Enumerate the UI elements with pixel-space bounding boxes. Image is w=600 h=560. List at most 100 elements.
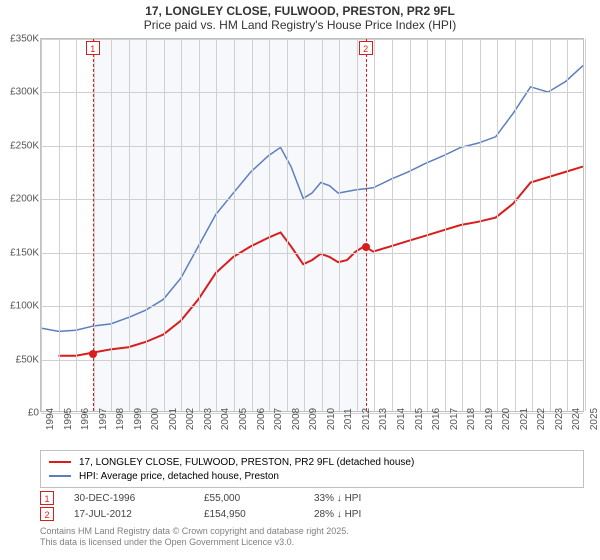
x-tick-label: 1996 <box>80 408 91 430</box>
x-tick-label: 2001 <box>168 408 179 430</box>
legend-label: HPI: Average price, detached house, Pres… <box>79 471 279 482</box>
gridline-h <box>41 253 583 254</box>
chart-container: 17, LONGLEY CLOSE, FULWOOD, PRESTON, PR2… <box>0 0 600 560</box>
gridline-v <box>532 39 533 411</box>
x-tick-label: 2013 <box>378 408 389 430</box>
gridline-h <box>41 199 583 200</box>
sale-row: 2 17-JUL-2012 £154,950 28% ↓ HPI <box>40 506 584 522</box>
x-tick-label: 2016 <box>431 408 442 430</box>
x-tick-label: 2008 <box>291 408 302 430</box>
gridline-v <box>146 39 147 411</box>
gridline-v <box>234 39 235 411</box>
gridline-v <box>216 39 217 411</box>
sale-price: £55,000 <box>204 493 294 504</box>
title-block: 17, LONGLEY CLOSE, FULWOOD, PRESTON, PR2… <box>0 0 600 32</box>
gridline-v <box>567 39 568 411</box>
gridline-v <box>445 39 446 411</box>
x-tick-label: 2022 <box>536 408 547 430</box>
sale-marker-dot <box>362 243 370 251</box>
gridline-v <box>164 39 165 411</box>
sale-relative: 33% ↓ HPI <box>314 493 404 504</box>
sales-table: 1 30-DEC-1996 £55,000 33% ↓ HPI 2 17-JUL… <box>40 490 584 522</box>
gridline-h <box>41 92 583 93</box>
x-tick-label: 2010 <box>326 408 337 430</box>
series-property <box>58 167 583 356</box>
chart-area: £0£50K£100K£150K£200K£250K£300K£350K1994… <box>40 38 584 412</box>
x-tick-label: 2005 <box>238 408 249 430</box>
x-tick-label: 2002 <box>185 408 196 430</box>
gridline-h <box>41 360 583 361</box>
x-tick-label: 2004 <box>220 408 231 430</box>
gridline-h <box>41 146 583 147</box>
gridline-v <box>585 39 586 411</box>
legend-row: 17, LONGLEY CLOSE, FULWOOD, PRESTON, PR2… <box>49 455 575 469</box>
gridline-v <box>462 39 463 411</box>
y-tick-label: £0 <box>1 408 39 419</box>
x-tick-label: 2003 <box>203 408 214 430</box>
sale-date: 30-DEC-1996 <box>74 493 184 504</box>
y-tick-label: £350K <box>1 34 39 45</box>
y-tick-label: £150K <box>1 247 39 258</box>
footer-line: This data is licensed under the Open Gov… <box>40 537 349 548</box>
gridline-h <box>41 39 583 40</box>
gridline-v <box>497 39 498 411</box>
gridline-v <box>392 39 393 411</box>
x-tick-label: 2006 <box>256 408 267 430</box>
footer-line: Contains HM Land Registry data © Crown c… <box>40 526 349 537</box>
x-tick-label: 2011 <box>343 408 354 430</box>
x-tick-label: 2012 <box>361 408 372 430</box>
y-tick-label: £200K <box>1 194 39 205</box>
sale-date: 17-JUL-2012 <box>74 509 184 520</box>
legend-swatch <box>49 475 71 477</box>
gridline-v <box>269 39 270 411</box>
gridline-v <box>550 39 551 411</box>
sale-row: 1 30-DEC-1996 £55,000 33% ↓ HPI <box>40 490 584 506</box>
sale-index-badge: 1 <box>40 491 54 505</box>
x-tick-label: 2015 <box>414 408 425 430</box>
x-tick-label: 2019 <box>484 408 495 430</box>
x-tick-label: 1994 <box>45 408 56 430</box>
sale-index-badge: 2 <box>40 507 54 521</box>
x-tick-label: 2018 <box>466 408 477 430</box>
gridline-v <box>129 39 130 411</box>
gridline-v <box>410 39 411 411</box>
x-tick-label: 2009 <box>308 408 319 430</box>
sale-ref-line <box>366 39 367 411</box>
x-tick-label: 2000 <box>150 408 161 430</box>
gridline-v <box>287 39 288 411</box>
footer-attribution: Contains HM Land Registry data © Crown c… <box>40 526 349 548</box>
gridline-v <box>427 39 428 411</box>
x-tick-label: 1995 <box>63 408 74 430</box>
gridline-v <box>252 39 253 411</box>
sale-ref-badge: 2 <box>359 41 373 55</box>
legend-row: HPI: Average price, detached house, Pres… <box>49 469 575 483</box>
gridline-v <box>41 39 42 411</box>
y-tick-label: £100K <box>1 301 39 312</box>
gridline-v <box>76 39 77 411</box>
gridline-v <box>339 39 340 411</box>
gridline-v <box>480 39 481 411</box>
x-tick-label: 2023 <box>554 408 565 430</box>
gridline-v <box>111 39 112 411</box>
gridline-v <box>374 39 375 411</box>
x-tick-label: 2014 <box>396 408 407 430</box>
x-tick-label: 1997 <box>98 408 109 430</box>
y-tick-label: £50K <box>1 354 39 365</box>
sale-relative: 28% ↓ HPI <box>314 509 404 520</box>
gridline-v <box>322 39 323 411</box>
gridline-v <box>59 39 60 411</box>
x-tick-label: 2017 <box>449 408 460 430</box>
gridline-v <box>181 39 182 411</box>
sale-ref-badge: 1 <box>86 41 100 55</box>
title-sub: Price paid vs. HM Land Registry's House … <box>0 18 600 32</box>
chart-svg <box>41 39 583 411</box>
sale-price: £154,950 <box>204 509 294 520</box>
gridline-v <box>515 39 516 411</box>
sale-marker-dot <box>89 350 97 358</box>
x-tick-label: 2020 <box>501 408 512 430</box>
x-tick-label: 2025 <box>589 408 600 430</box>
x-tick-label: 2007 <box>273 408 284 430</box>
y-tick-label: £300K <box>1 87 39 98</box>
legend-swatch <box>49 461 71 463</box>
y-tick-label: £250K <box>1 140 39 151</box>
